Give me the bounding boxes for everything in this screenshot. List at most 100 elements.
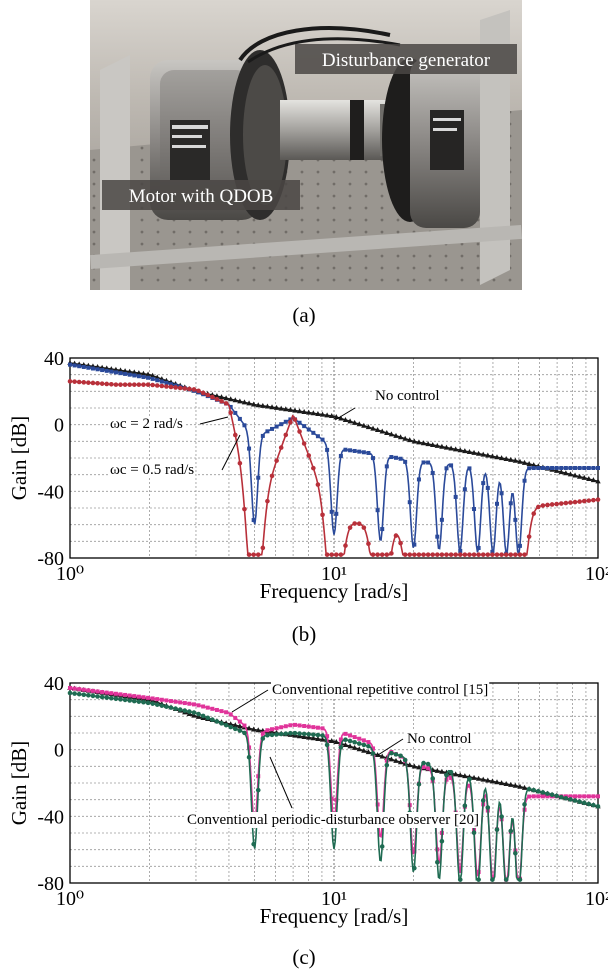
data-point [586, 794, 591, 799]
data-point [265, 732, 270, 738]
data-point [457, 447, 463, 453]
data-point [274, 458, 279, 463]
data-point [242, 723, 247, 728]
data-point [347, 525, 353, 530]
data-point [370, 552, 376, 557]
data-point [471, 449, 477, 455]
data-point [591, 466, 596, 470]
data-point [269, 473, 275, 479]
data-point [90, 693, 96, 699]
data-point [379, 753, 385, 759]
data-point [109, 381, 114, 387]
data-point [270, 727, 275, 732]
data-point [554, 793, 559, 799]
data-point [201, 704, 206, 709]
data-point [457, 877, 463, 882]
data-point [352, 735, 357, 740]
data-point [370, 425, 376, 431]
data-point [522, 552, 527, 557]
data-point [242, 506, 247, 512]
data-point [278, 405, 284, 411]
data-point [250, 726, 257, 732]
data-point [255, 727, 261, 733]
data-point [150, 376, 155, 381]
data-point [145, 700, 151, 706]
data-point [503, 455, 509, 461]
data-point [453, 552, 458, 557]
data-point [356, 746, 362, 752]
data-point [425, 761, 431, 767]
data-point [581, 474, 587, 480]
data-point [582, 794, 587, 799]
data-point [301, 731, 307, 737]
data-point [159, 379, 164, 384]
data-point [311, 430, 316, 435]
data-point [302, 424, 307, 429]
data-point [508, 828, 514, 834]
data-point [403, 459, 408, 464]
data-point [232, 432, 238, 438]
data-point [301, 733, 307, 739]
data-point [195, 713, 202, 719]
data-point [154, 383, 160, 388]
data-point [393, 757, 399, 763]
data-point [315, 410, 321, 416]
data-point [242, 730, 247, 736]
data-point [489, 778, 496, 784]
data-point [549, 792, 555, 798]
data-point [131, 698, 137, 704]
data-point [508, 552, 514, 557]
data-point [480, 776, 486, 782]
data-point [366, 743, 371, 749]
data-point [218, 394, 225, 400]
data-point [228, 712, 233, 717]
plot-frame [69, 357, 599, 559]
data-point [177, 707, 183, 712]
data-point [439, 552, 445, 557]
data-point [132, 694, 137, 699]
data-point [292, 407, 298, 413]
data-point [338, 745, 344, 750]
data-point [333, 552, 339, 557]
data-point [319, 736, 326, 742]
data-point [246, 754, 252, 760]
data-point [356, 421, 362, 427]
data-point [182, 386, 188, 391]
data-point [310, 410, 317, 416]
data-point [517, 552, 523, 557]
data-point [531, 466, 536, 471]
data-point [448, 552, 454, 557]
data-point [371, 746, 376, 751]
data-point [288, 417, 293, 422]
data-point [77, 364, 82, 369]
data-point [467, 783, 472, 788]
data-point [480, 798, 486, 803]
annotation-label: ωc = 2 rad/s [110, 416, 183, 432]
label-box-disturbance [295, 44, 517, 74]
data-point [173, 706, 178, 711]
data-point [351, 419, 358, 425]
data-point [407, 552, 413, 557]
y-tick-label: 0 [54, 740, 64, 762]
data-point [568, 794, 573, 799]
annotation-bg [271, 682, 490, 698]
data-point [301, 441, 307, 446]
data-point [559, 466, 564, 470]
data-point [343, 737, 348, 743]
annotation-bg [109, 462, 196, 478]
data-point [499, 552, 504, 557]
data-point [481, 481, 486, 486]
data-point [200, 713, 206, 719]
data-point [255, 402, 261, 408]
data-point [342, 416, 349, 422]
data-point [131, 382, 137, 387]
data-point [494, 779, 500, 785]
data-point [375, 508, 380, 513]
data-point [288, 730, 293, 736]
data-point [471, 830, 477, 836]
data-point [113, 382, 119, 387]
data-point [200, 390, 206, 396]
data-point [182, 708, 188, 713]
data-point [420, 440, 427, 446]
data-point [164, 384, 169, 389]
